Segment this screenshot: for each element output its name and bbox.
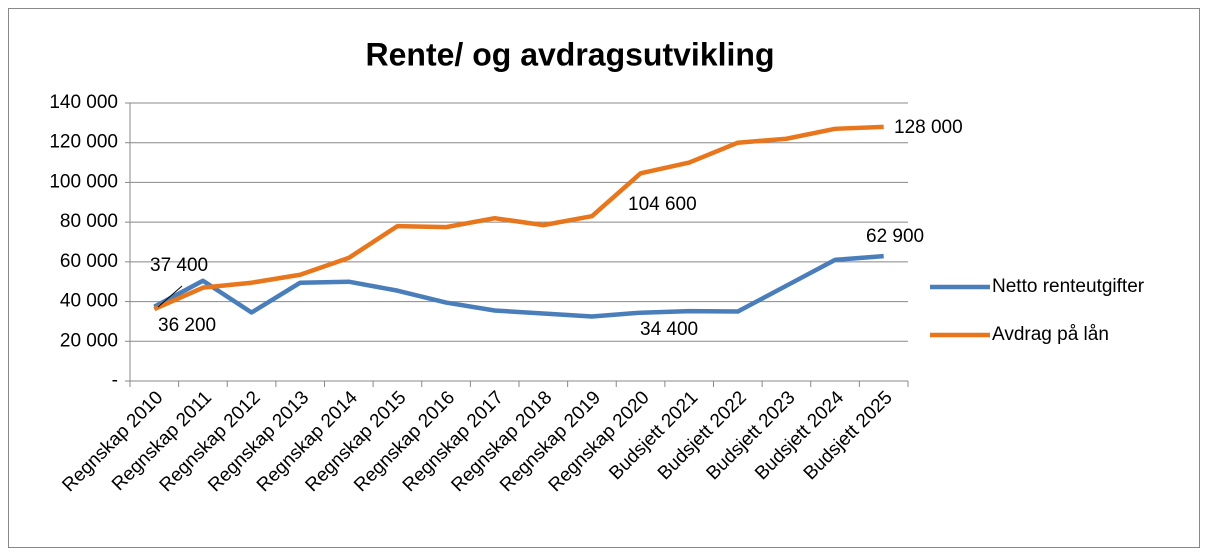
data-label: 34 400: [640, 319, 698, 340]
data-label: 104 600: [628, 194, 697, 215]
y-tick-label: 20 000: [60, 330, 118, 351]
chart-border: [8, 8, 1200, 548]
data-label: 128 000: [894, 117, 963, 138]
chart-title: Rente/ og avdragsutvikling: [366, 36, 775, 72]
data-label: 37 400: [150, 255, 208, 276]
y-tick-label: 60 000: [60, 251, 118, 272]
y-tick-label: -: [112, 370, 118, 391]
y-tick-label: 100 000: [49, 171, 118, 192]
leader-line: [157, 285, 183, 308]
y-tick-label: 80 000: [60, 211, 118, 232]
series-line: [153, 253, 884, 319]
y-tick-label: 40 000: [60, 291, 118, 312]
data-label: 62 900: [866, 226, 924, 247]
y-tick-label: 140 000: [49, 92, 118, 113]
data-label: 36 200: [158, 315, 216, 336]
series-line: [153, 124, 884, 312]
legend-label: Netto renteutgifter: [992, 276, 1145, 297]
legend-label: Avdrag på lån: [992, 324, 1109, 345]
y-tick-label: 120 000: [49, 132, 118, 153]
